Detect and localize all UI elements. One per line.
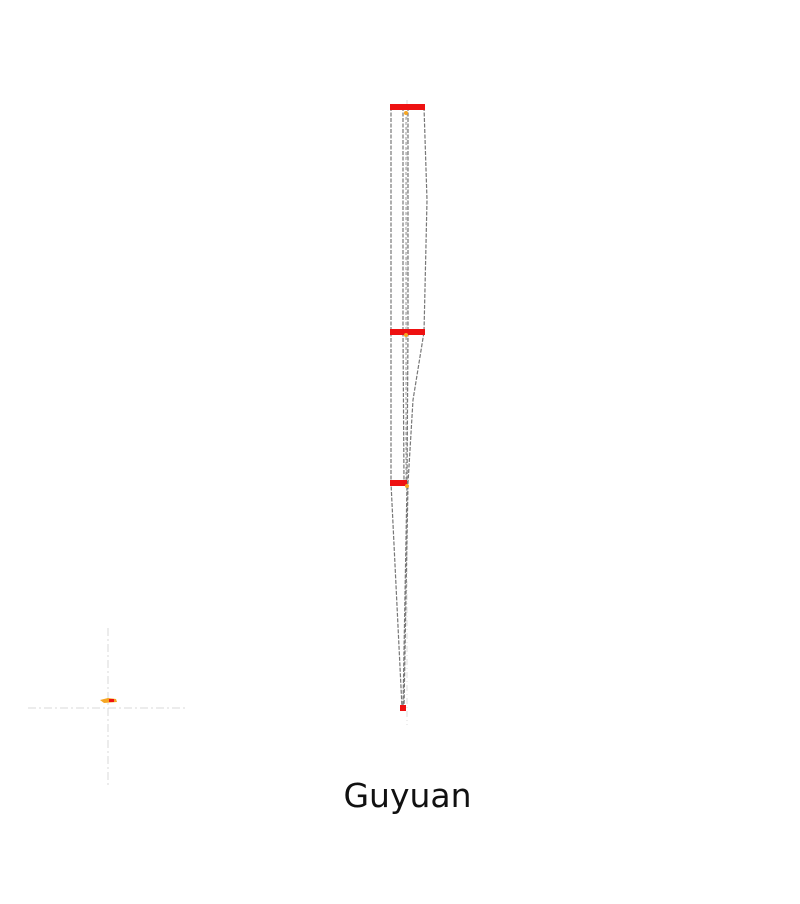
small-map-marker-icon [100,698,117,703]
bar-lower [390,480,407,486]
diagram-title: Guyuan [343,776,472,815]
bar-top [390,104,425,110]
node-marker [404,111,408,115]
outer-outline [390,106,428,709]
inner-strand-mid [402,107,409,709]
bar-middle [390,329,425,335]
node-marker [404,333,408,337]
inner-strand-left [402,107,405,484]
bar-bottom [400,705,406,711]
node-marker [405,484,409,488]
